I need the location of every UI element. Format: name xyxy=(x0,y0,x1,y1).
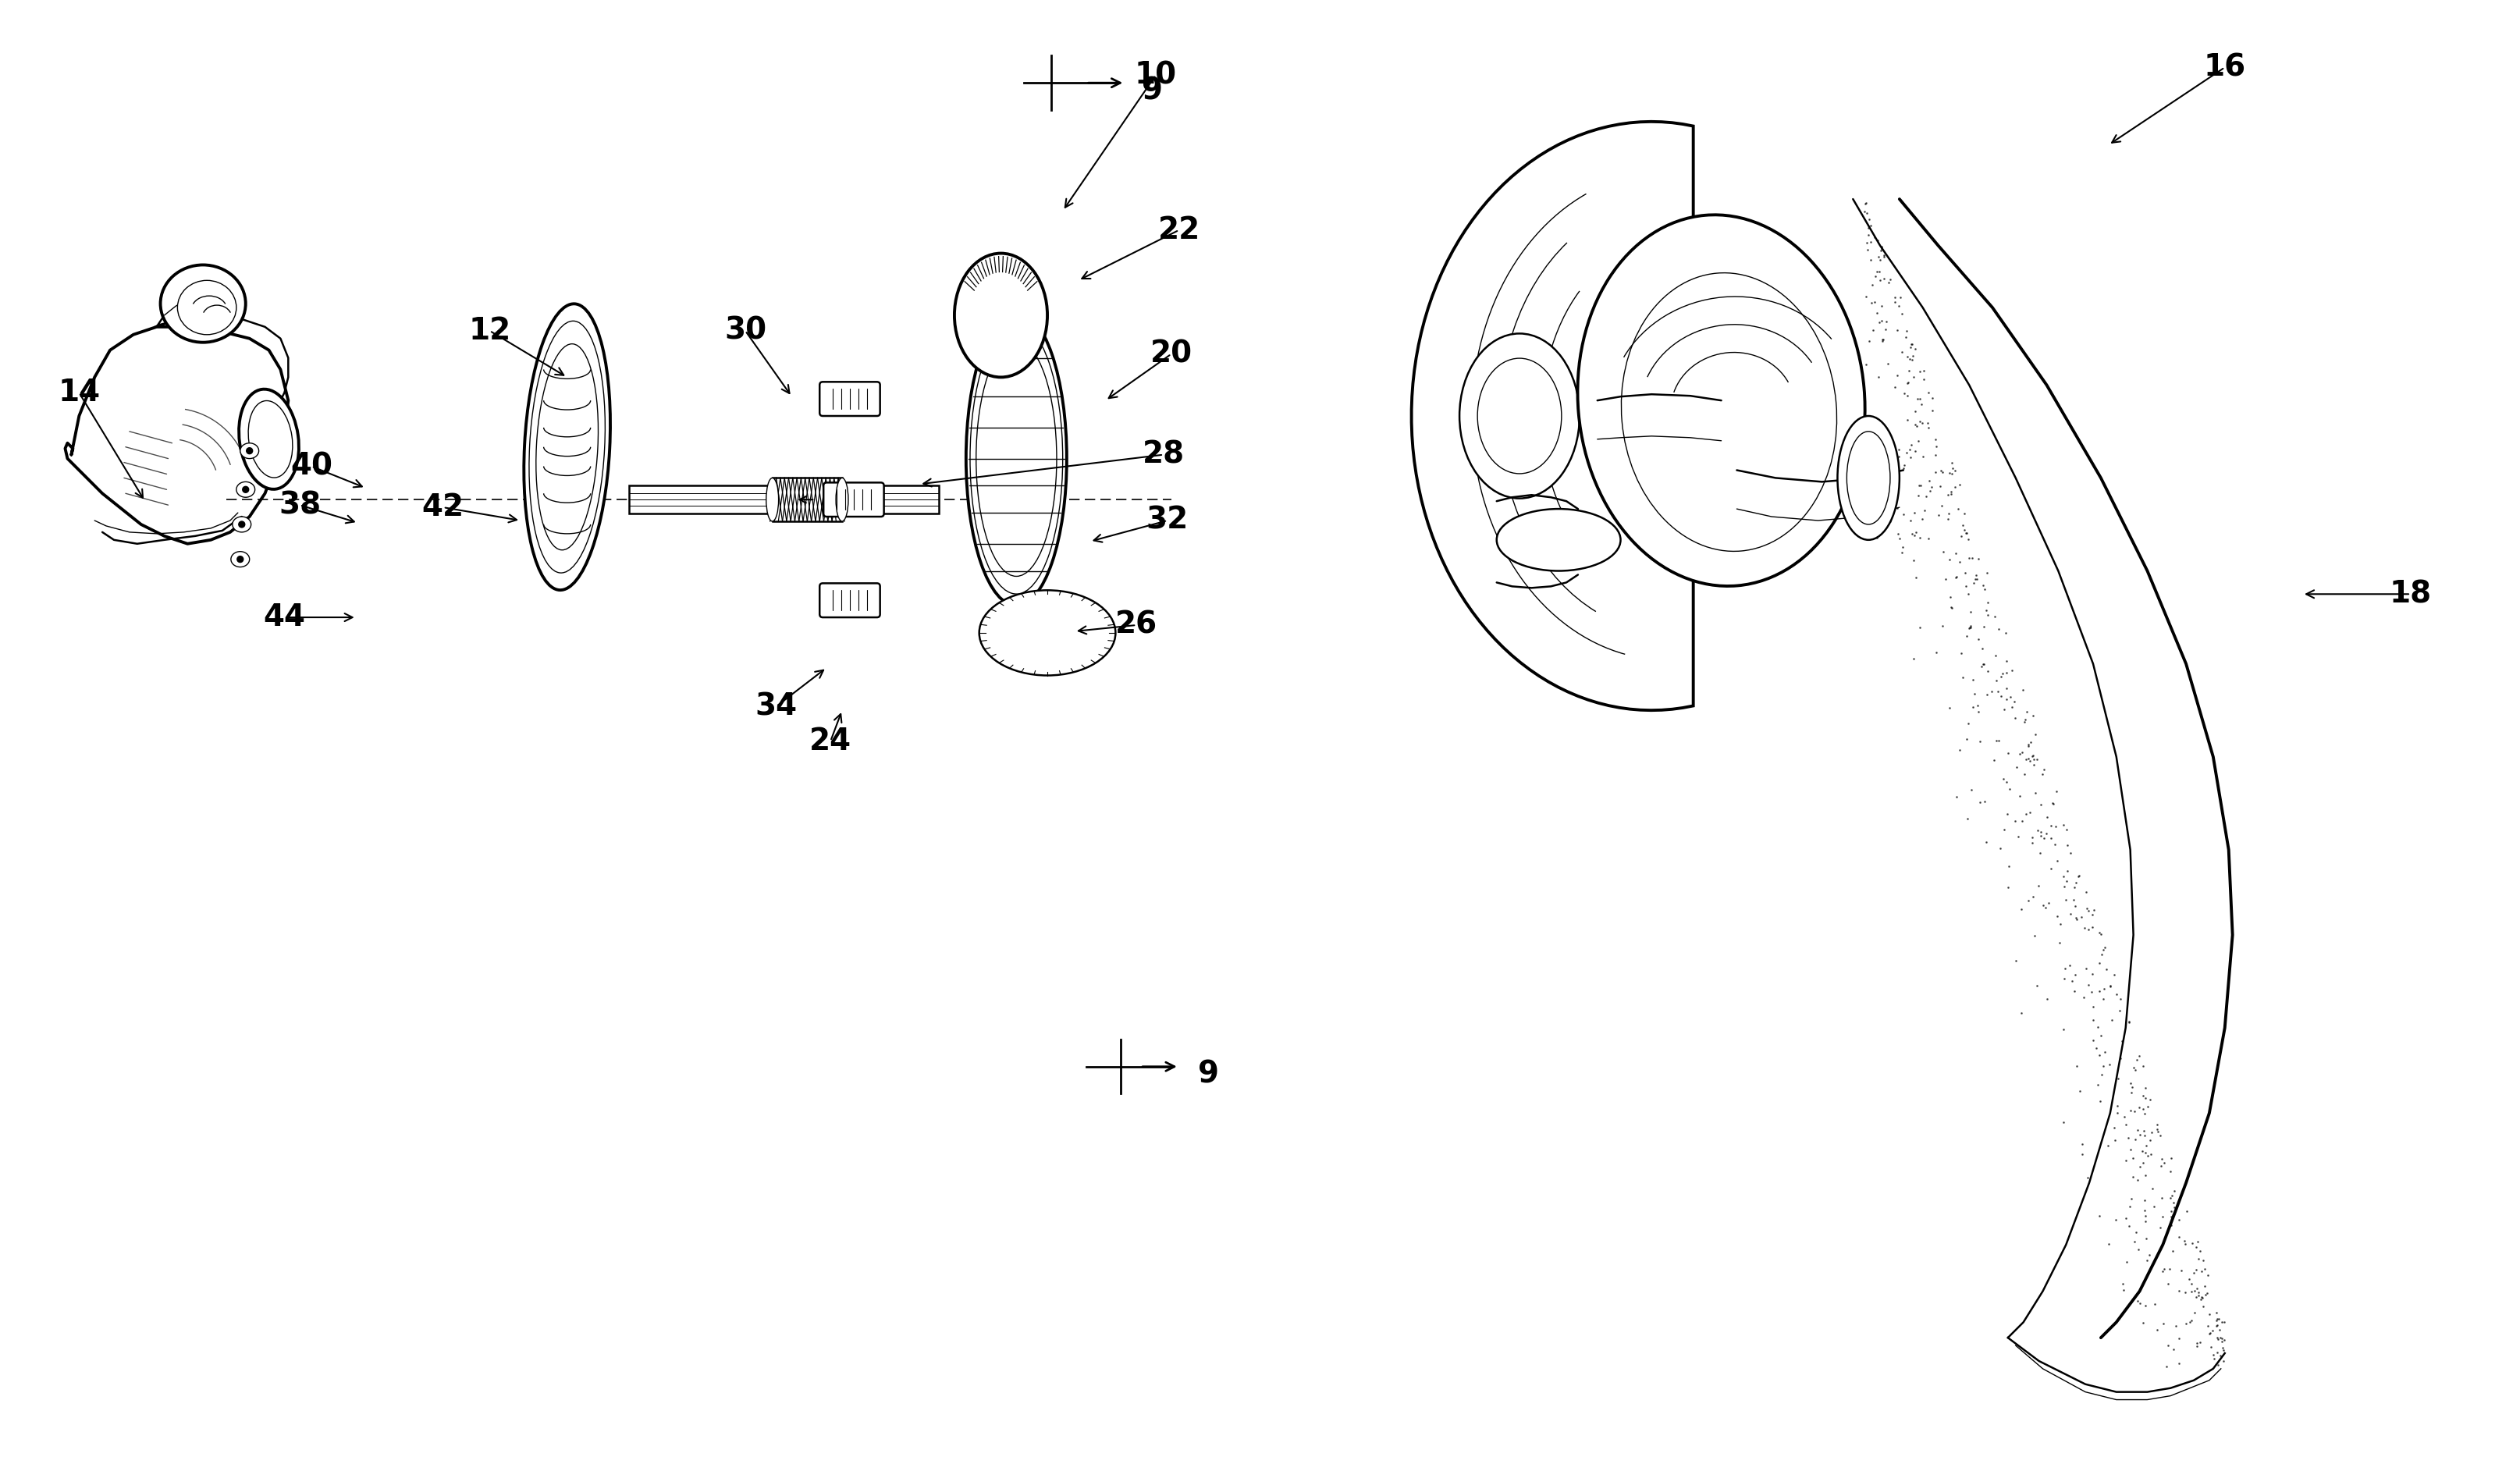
Text: 34: 34 xyxy=(756,692,796,721)
Ellipse shape xyxy=(1459,334,1580,498)
Text: 30: 30 xyxy=(723,316,766,345)
Text: 40: 40 xyxy=(290,452,333,481)
Polygon shape xyxy=(66,326,287,543)
Text: 22: 22 xyxy=(1157,216,1200,245)
FancyBboxPatch shape xyxy=(824,482,885,517)
Ellipse shape xyxy=(161,265,244,342)
Ellipse shape xyxy=(176,280,237,335)
Ellipse shape xyxy=(524,305,610,590)
Polygon shape xyxy=(1852,200,2233,1338)
Text: 9: 9 xyxy=(1197,1059,1220,1090)
Text: 12: 12 xyxy=(469,316,512,345)
Ellipse shape xyxy=(239,522,244,527)
Text: 28: 28 xyxy=(1142,440,1184,469)
Polygon shape xyxy=(156,291,227,331)
Ellipse shape xyxy=(242,487,249,492)
Ellipse shape xyxy=(955,254,1048,377)
Text: 38: 38 xyxy=(280,490,320,520)
Text: 14: 14 xyxy=(58,377,101,408)
Ellipse shape xyxy=(1477,358,1562,474)
Ellipse shape xyxy=(239,389,300,490)
Ellipse shape xyxy=(965,312,1066,606)
Text: 44: 44 xyxy=(262,603,305,632)
Text: 26: 26 xyxy=(1116,610,1157,640)
Ellipse shape xyxy=(239,443,260,459)
Ellipse shape xyxy=(1620,272,1837,551)
FancyBboxPatch shape xyxy=(630,485,940,513)
Ellipse shape xyxy=(232,517,252,532)
Ellipse shape xyxy=(970,323,1063,594)
Text: 20: 20 xyxy=(1149,339,1192,369)
Ellipse shape xyxy=(980,590,1116,676)
Ellipse shape xyxy=(237,482,255,497)
Text: 10: 10 xyxy=(1134,60,1177,90)
Ellipse shape xyxy=(237,557,244,562)
Ellipse shape xyxy=(975,341,1056,577)
Text: 42: 42 xyxy=(421,492,464,522)
Text: 9: 9 xyxy=(1142,76,1162,105)
Ellipse shape xyxy=(1578,214,1865,586)
FancyBboxPatch shape xyxy=(819,583,879,618)
Ellipse shape xyxy=(1837,415,1900,541)
Ellipse shape xyxy=(529,321,605,573)
Ellipse shape xyxy=(537,344,597,549)
Ellipse shape xyxy=(247,447,252,455)
Ellipse shape xyxy=(1497,508,1620,571)
Ellipse shape xyxy=(766,478,779,522)
Ellipse shape xyxy=(1847,431,1890,525)
FancyBboxPatch shape xyxy=(819,382,879,415)
Polygon shape xyxy=(1411,121,1693,711)
FancyBboxPatch shape xyxy=(771,478,842,522)
Ellipse shape xyxy=(232,552,249,567)
Text: 18: 18 xyxy=(2389,580,2432,609)
Text: 24: 24 xyxy=(809,727,852,756)
Ellipse shape xyxy=(249,401,292,478)
Ellipse shape xyxy=(837,478,849,522)
Text: 16: 16 xyxy=(2202,52,2245,82)
Text: 32: 32 xyxy=(1147,506,1189,535)
